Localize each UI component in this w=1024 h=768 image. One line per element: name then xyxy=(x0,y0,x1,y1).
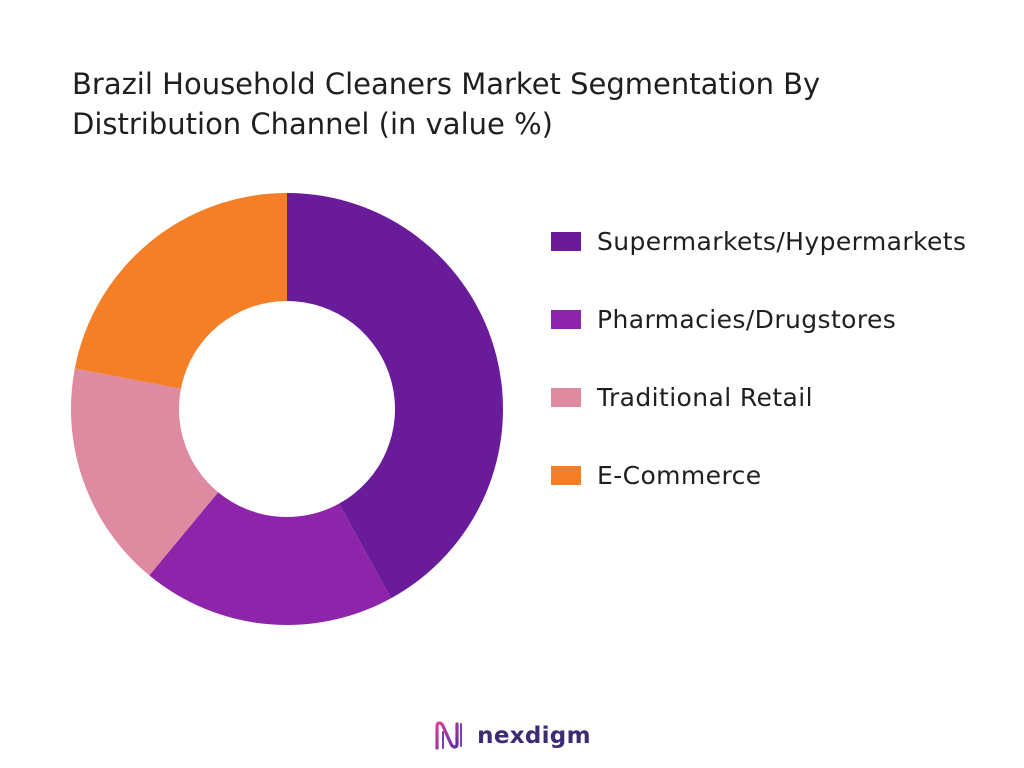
chart-legend: Supermarkets/Hypermarkets Pharmacies/Dru… xyxy=(551,222,966,534)
donut-chart xyxy=(70,193,504,625)
chart-title-line-2: Distribution Channel (in value %) xyxy=(72,107,553,141)
legend-label-pharmacies: Pharmacies/Drugstores xyxy=(597,304,897,334)
legend-swatch-pharmacies xyxy=(551,309,581,329)
legend-swatch-traditional-retail xyxy=(551,387,581,407)
donut-slice-traditional-retail xyxy=(70,368,219,576)
donut-slice-pharmacies xyxy=(149,492,392,625)
nexdigm-logo-icon xyxy=(435,721,463,750)
chart-title: Brazil Household Cleaners Market Segment… xyxy=(72,64,972,144)
chart-title-line-1: Brazil Household Cleaners Market Segment… xyxy=(72,67,821,101)
legend-item-traditional-retail: Traditional Retail xyxy=(551,378,966,416)
legend-label-supermarkets: Supermarkets/Hypermarkets xyxy=(597,226,967,256)
donut-slice-supermarkets xyxy=(287,193,504,599)
legend-item-pharmacies: Pharmacies/Drugstores xyxy=(551,300,966,338)
legend-item-e-commerce: E-Commerce xyxy=(551,456,966,494)
donut-slice-e-commerce xyxy=(74,193,287,389)
legend-item-supermarkets: Supermarkets/Hypermarkets xyxy=(551,222,966,260)
brand-name: nexdigm xyxy=(477,723,591,749)
footer-logo: nexdigm xyxy=(0,718,1024,754)
legend-swatch-supermarkets xyxy=(551,231,581,251)
legend-swatch-e-commerce xyxy=(551,465,581,485)
legend-label-traditional-retail: Traditional Retail xyxy=(597,382,813,412)
legend-label-e-commerce: E-Commerce xyxy=(597,460,762,490)
